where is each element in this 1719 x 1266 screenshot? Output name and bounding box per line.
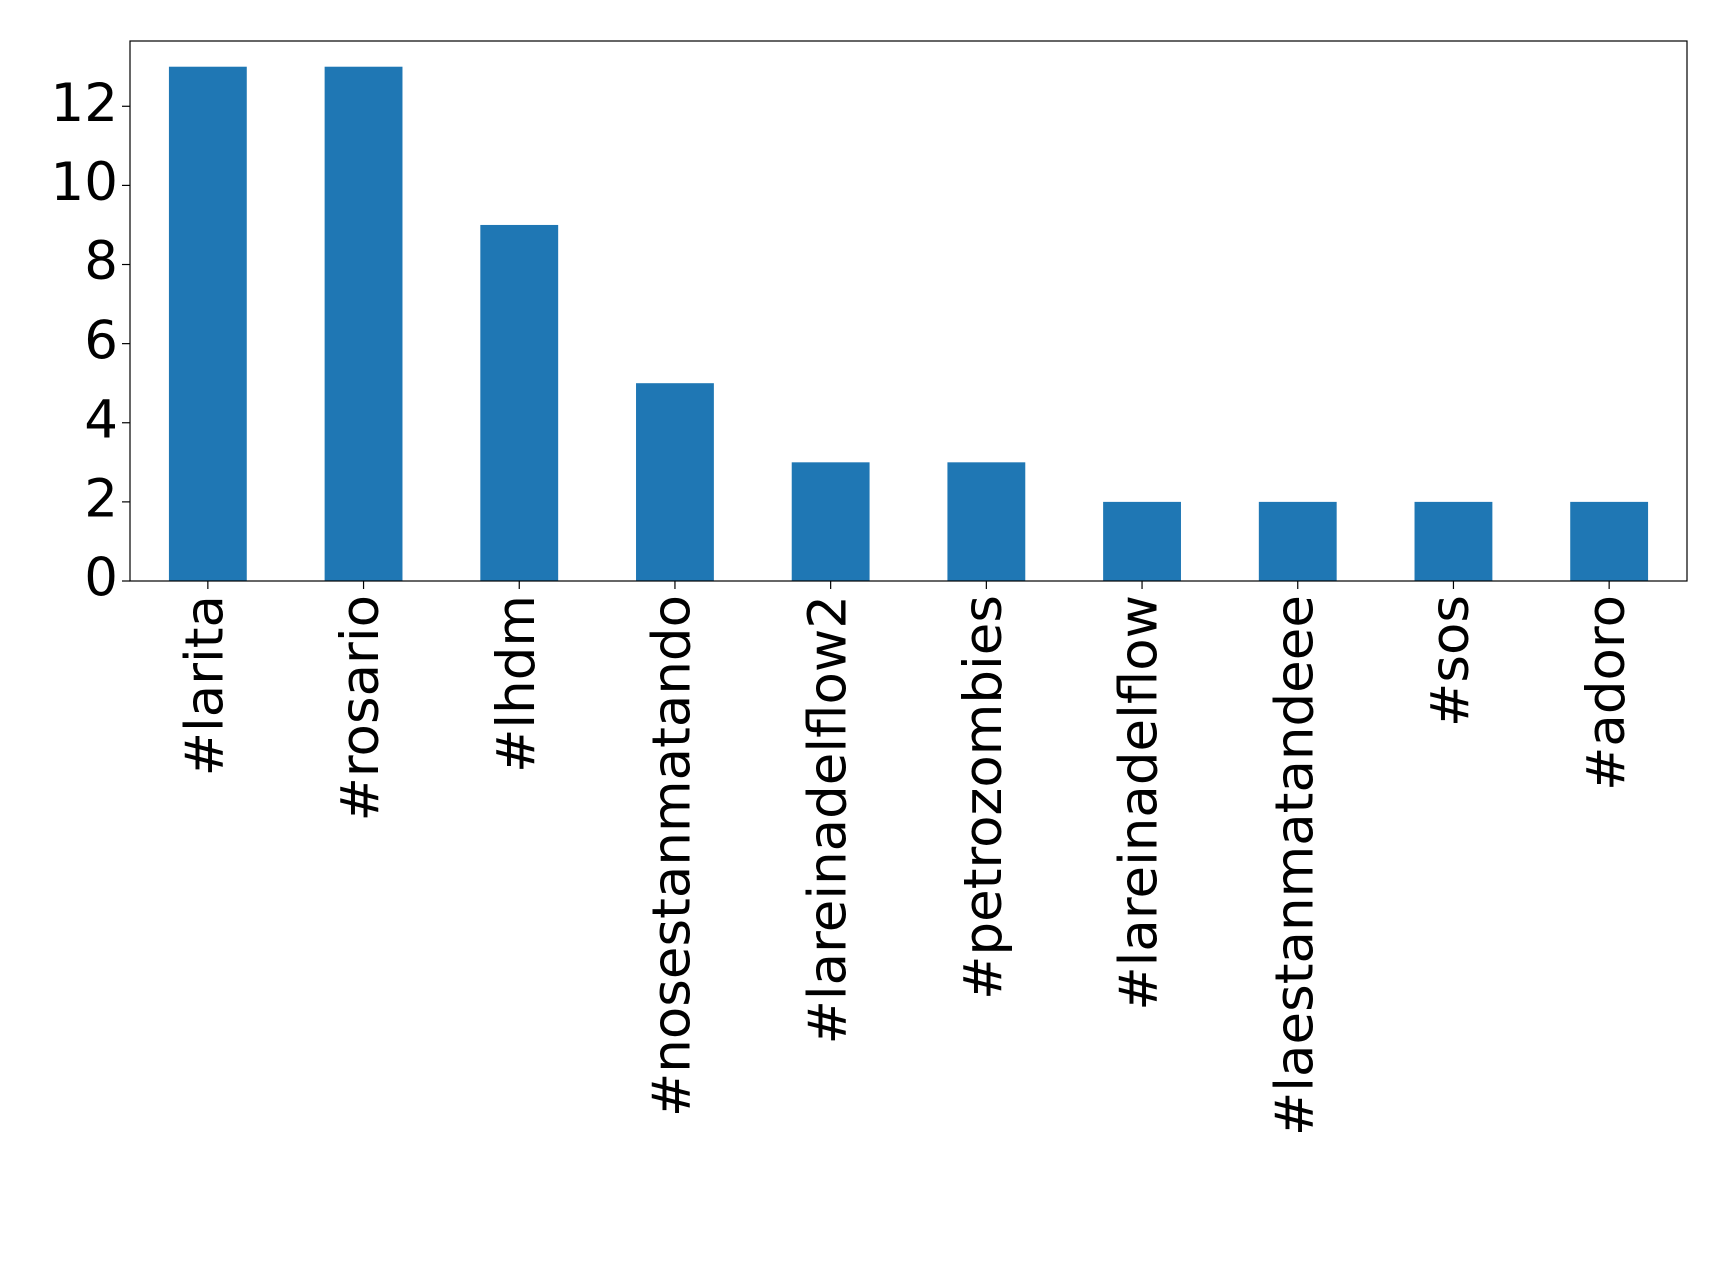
y-tick-label: 8	[84, 231, 118, 292]
x-tick-label: #petrozombies	[953, 595, 1014, 1000]
x-tick-label: #larita	[174, 595, 235, 776]
x-tick-label: #lareinadelflow	[1109, 595, 1170, 1011]
bar	[1258, 501, 1337, 581]
y-tick-label: 12	[51, 73, 118, 134]
x-tick-label: #lhdm	[486, 595, 547, 773]
bar	[168, 66, 247, 581]
x-tick-label: #lareinadelflow2	[797, 595, 858, 1045]
y-tick-label: 4	[84, 389, 118, 450]
x-tick-label: #nosestanmatando	[642, 595, 703, 1117]
x-tick-label: #rosario	[330, 595, 391, 822]
bar	[1570, 501, 1649, 581]
bar	[636, 383, 714, 581]
bar	[1414, 501, 1493, 581]
bar	[480, 224, 559, 581]
x-tick-label: #adoro	[1576, 595, 1637, 791]
y-tick-label: 10	[51, 152, 118, 213]
x-tick-label: #sos	[1420, 595, 1481, 727]
y-tick-label: 0	[84, 548, 118, 609]
y-tick-label: 6	[84, 310, 118, 371]
axes-frame	[129, 40, 1688, 582]
bar	[324, 66, 403, 581]
bar	[791, 462, 870, 581]
bar	[1103, 501, 1181, 581]
bar	[947, 462, 1026, 581]
y-tick-label: 2	[84, 469, 118, 530]
x-tick-label: #laestanmatandeee	[1264, 595, 1325, 1136]
